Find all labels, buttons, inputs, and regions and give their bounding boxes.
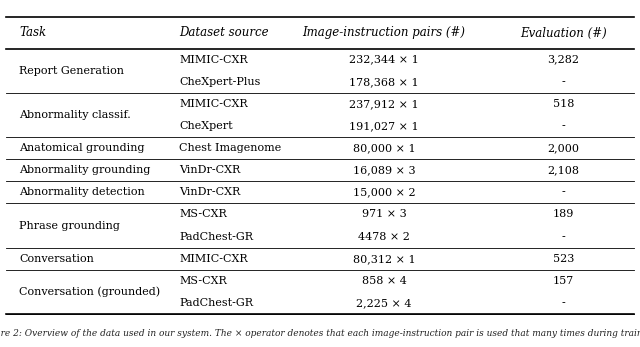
Text: 3,282: 3,282 xyxy=(547,54,579,65)
Text: 2,225 × 4: 2,225 × 4 xyxy=(356,298,412,308)
Text: VinDr-CXR: VinDr-CXR xyxy=(179,165,241,175)
Text: -: - xyxy=(561,187,565,197)
Text: 523: 523 xyxy=(552,254,574,264)
Text: 518: 518 xyxy=(552,99,574,109)
Text: 189: 189 xyxy=(552,210,574,220)
Text: Image-instruction pairs (#): Image-instruction pairs (#) xyxy=(303,26,465,40)
Text: 971 × 3: 971 × 3 xyxy=(362,210,406,220)
Text: 80,312 × 1: 80,312 × 1 xyxy=(353,254,415,264)
Text: 2,000: 2,000 xyxy=(547,143,579,153)
Text: 157: 157 xyxy=(552,276,574,286)
Text: Conversation: Conversation xyxy=(19,254,94,264)
Text: Report Generation: Report Generation xyxy=(19,66,124,76)
Text: MIMIC-CXR: MIMIC-CXR xyxy=(179,99,248,109)
Text: 232,344 × 1: 232,344 × 1 xyxy=(349,54,419,65)
Text: -: - xyxy=(561,121,565,131)
Text: MS-CXR: MS-CXR xyxy=(179,276,227,286)
Text: 858 × 4: 858 × 4 xyxy=(362,276,406,286)
Text: Phrase grounding: Phrase grounding xyxy=(19,221,120,230)
Text: Anatomical grounding: Anatomical grounding xyxy=(19,143,145,153)
Text: 237,912 × 1: 237,912 × 1 xyxy=(349,99,419,109)
Text: VinDr-CXR: VinDr-CXR xyxy=(179,187,241,197)
Text: MIMIC-CXR: MIMIC-CXR xyxy=(179,54,248,65)
Text: 4478 × 2: 4478 × 2 xyxy=(358,231,410,242)
Text: 80,000 × 1: 80,000 × 1 xyxy=(353,143,415,153)
Text: Task: Task xyxy=(19,26,46,40)
Text: 191,027 × 1: 191,027 × 1 xyxy=(349,121,419,131)
Text: Conversation (grounded): Conversation (grounded) xyxy=(19,287,161,297)
Text: Figure 2: Overview of the data used in our system. The × operator denotes that e: Figure 2: Overview of the data used in o… xyxy=(0,329,640,338)
Text: -: - xyxy=(561,298,565,308)
Text: 178,368 × 1: 178,368 × 1 xyxy=(349,77,419,87)
Text: 15,000 × 2: 15,000 × 2 xyxy=(353,187,415,197)
Text: MIMIC-CXR: MIMIC-CXR xyxy=(179,254,248,264)
Text: 16,089 × 3: 16,089 × 3 xyxy=(353,165,415,175)
Text: PadChest-GR: PadChest-GR xyxy=(179,298,253,308)
Text: Dataset source: Dataset source xyxy=(179,26,269,40)
Text: Chest Imagenome: Chest Imagenome xyxy=(179,143,282,153)
Text: MS-CXR: MS-CXR xyxy=(179,210,227,220)
Text: 2,108: 2,108 xyxy=(547,165,579,175)
Text: -: - xyxy=(561,77,565,87)
Text: Abnormality classif.: Abnormality classif. xyxy=(19,110,131,120)
Text: -: - xyxy=(561,231,565,242)
Text: Abnormality grounding: Abnormality grounding xyxy=(19,165,150,175)
Text: PadChest-GR: PadChest-GR xyxy=(179,231,253,242)
Text: CheXpert-Plus: CheXpert-Plus xyxy=(179,77,260,87)
Text: Evaluation (#): Evaluation (#) xyxy=(520,26,607,40)
Text: CheXpert: CheXpert xyxy=(179,121,233,131)
Text: Abnormality detection: Abnormality detection xyxy=(19,187,145,197)
